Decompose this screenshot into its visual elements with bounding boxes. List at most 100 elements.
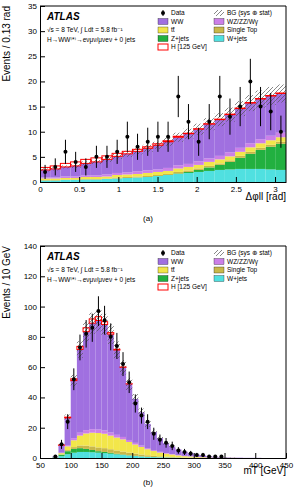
plot-area: [40, 59, 286, 182]
stack-bar: [138, 455, 144, 457]
stack-bar: [143, 177, 153, 182]
y-tick-label: 120: [24, 272, 38, 281]
stack-bar: [157, 457, 163, 458]
legend-item: tt̄: [158, 26, 175, 33]
stack-bar: [194, 172, 204, 182]
y-tick-label: 140: [24, 242, 38, 251]
y-tick: 80: [28, 333, 45, 342]
legend-item: WW: [158, 258, 184, 265]
stack-bar: [126, 456, 132, 458]
stack-bar: [249, 458, 255, 459]
stack-bar: [65, 446, 71, 450]
stack-bar: [46, 458, 52, 459]
stack-bar: [243, 458, 249, 459]
stack-bar: [274, 458, 280, 459]
stack-bar: [268, 458, 274, 459]
stack-bar: [46, 458, 52, 459]
stack-bar: [183, 173, 193, 182]
data-point: [78, 345, 82, 349]
stack-bar: [173, 174, 183, 182]
stack-bar: [60, 176, 70, 178]
legend-item: Single Top: [214, 26, 258, 34]
y-tick: 60: [28, 363, 45, 372]
stack-bar: [102, 430, 108, 433]
stack-bar: [169, 457, 175, 458]
legend-item: WZ/ZZ/Wγ: [214, 258, 259, 266]
stack-bar: [245, 152, 255, 154]
legend-swatch: [158, 276, 168, 282]
legend-swatch: [214, 267, 224, 273]
data-point: [66, 420, 70, 424]
stack-bar: [274, 458, 280, 459]
legend: DataBG (sys ⊕ stat)WWWZ/ZZ/Wγtt̄Single T…: [158, 249, 272, 291]
signal-outline: [77, 346, 83, 349]
stack-bar: [237, 458, 243, 459]
stack-bar: [163, 174, 173, 175]
x-tick-mark: [194, 453, 195, 458]
stack-bar: [266, 169, 276, 182]
stack-bar: [249, 458, 255, 459]
annotation: √s = 8 TeV, ∫ Ldt = 5.8 fb⁻¹: [47, 26, 123, 34]
stack-bar: [122, 172, 132, 174]
stack-bar: [231, 458, 237, 459]
annotation: ATLAS: [46, 11, 80, 22]
stack-bar: [81, 175, 91, 177]
stack-bar: [58, 455, 64, 457]
stack-bar: [112, 177, 122, 178]
data-point: [121, 362, 125, 366]
stack-bar: [183, 170, 193, 172]
stack-bar: [71, 449, 77, 453]
stack-bar: [261, 458, 267, 459]
stack-bar: [225, 152, 235, 156]
stack-bar: [126, 442, 132, 453]
legend-item: BG (sys ⊕ stat): [214, 249, 272, 257]
stack-bar: [114, 435, 120, 438]
stack-bar: [89, 452, 95, 458]
x-tick-label: 1.5: [152, 185, 164, 194]
data-point: [60, 442, 64, 446]
stack-bar: [169, 455, 175, 457]
stack-bar: [102, 174, 112, 176]
data-point: [176, 95, 180, 99]
legend-item: H [125 GeV]: [158, 283, 207, 291]
stack-bar: [65, 454, 71, 458]
stack-bar: [237, 458, 243, 459]
data-point: [109, 335, 113, 339]
x-tick-label: 50: [36, 461, 45, 470]
stack-bar: [188, 457, 194, 458]
stack-bar: [274, 458, 280, 459]
stack-bar: [89, 450, 95, 452]
data-point: [269, 110, 273, 114]
stack-bar: [95, 430, 101, 433]
stack-bar: [237, 457, 243, 458]
y-tick-mark: [40, 367, 45, 368]
legend-label: WW: [171, 18, 184, 25]
stack-bar: [132, 171, 142, 174]
stack-bar: [261, 458, 267, 459]
stack-bar: [50, 180, 60, 181]
x-tick-mark: [225, 453, 226, 458]
stack-bar: [255, 150, 265, 169]
stack-bar: [132, 174, 142, 177]
stack-bar: [255, 139, 265, 143]
x-axis-title: mT [GeV]: [243, 465, 286, 476]
stack-bar: [65, 451, 71, 454]
y-axis-title: Events / 10 GeV: [1, 246, 12, 319]
stack-bar: [77, 445, 83, 448]
y-tick-mark: [40, 107, 45, 108]
data-point: [103, 318, 107, 322]
y-tick: 10: [28, 128, 45, 137]
stack-bar: [280, 458, 286, 459]
stack-bar: [138, 412, 144, 445]
x-tick-mark: [102, 453, 103, 458]
data-point: [228, 115, 232, 119]
x-tick-mark: [158, 177, 159, 182]
x-tick: 300: [188, 453, 202, 470]
signal-outline: [173, 136, 183, 137]
legend: DataBG (sys ⊕ stat)WWWZ/ZZ/Wγtt̄Single T…: [158, 9, 272, 51]
stack-bar: [65, 445, 71, 446]
legend-item: H [125 GeV]: [158, 43, 207, 51]
stack-bar: [77, 349, 83, 432]
legend-label: W+jets: [227, 275, 248, 283]
stack-bar: [114, 350, 120, 435]
